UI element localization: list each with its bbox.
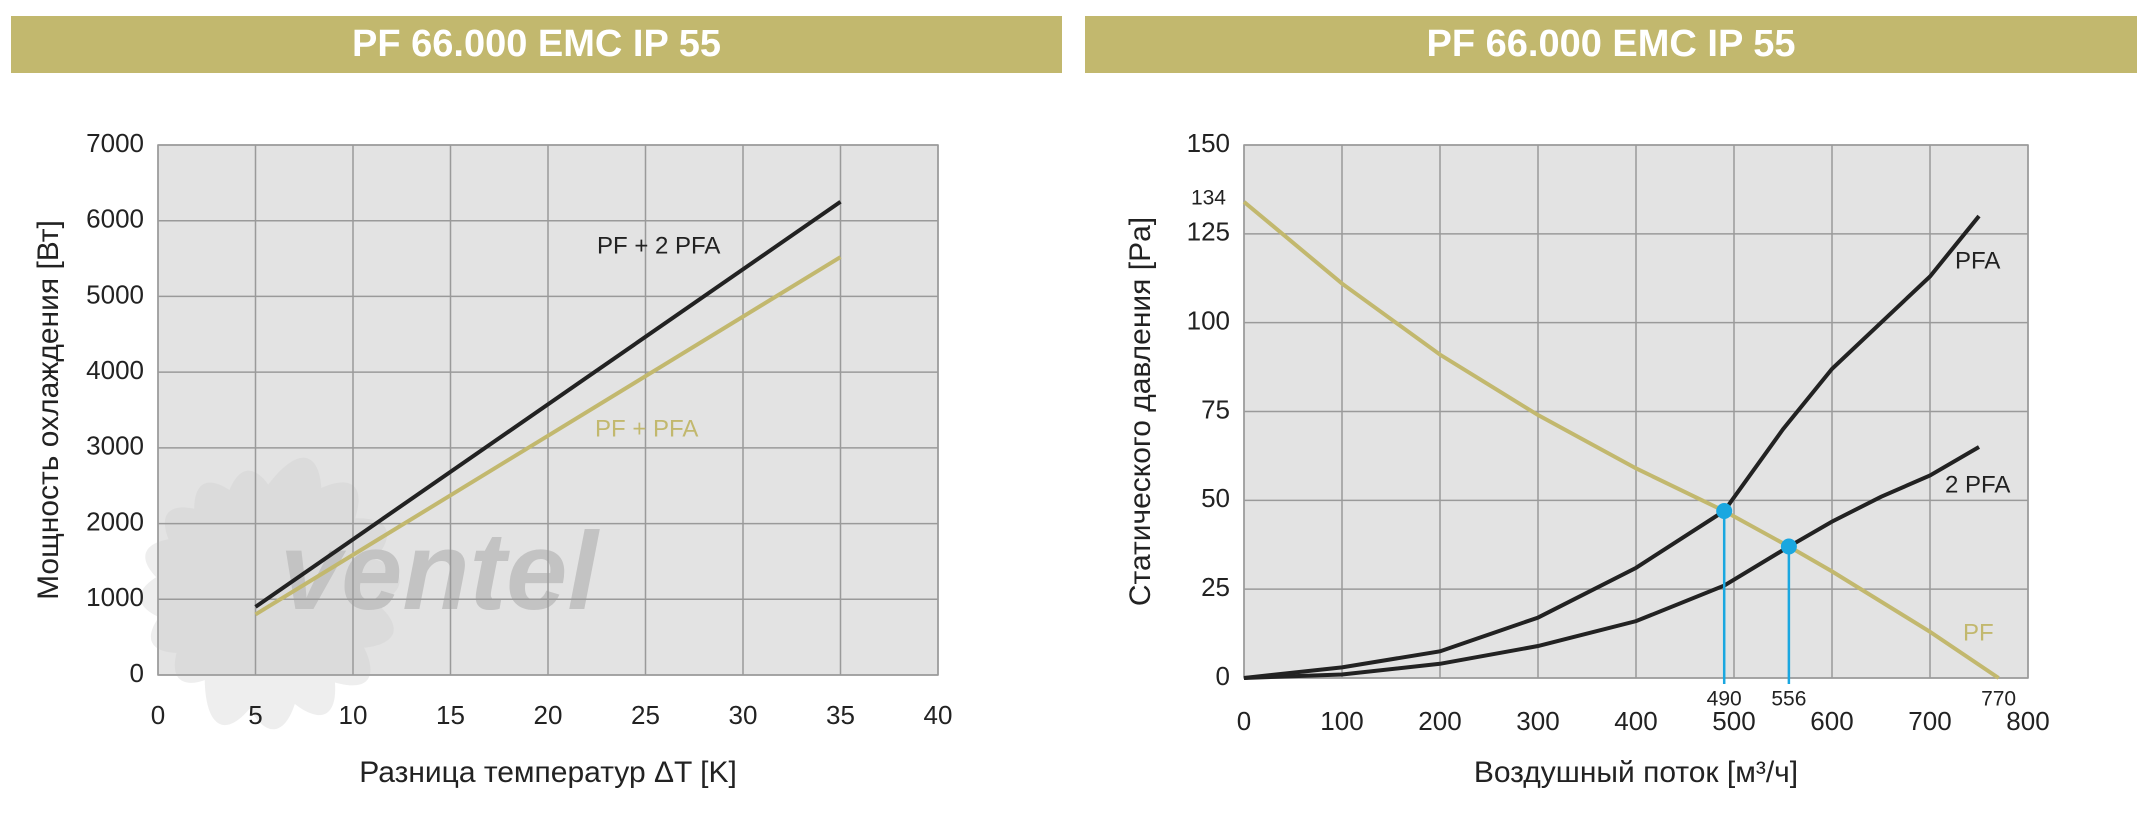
y-tick-label: 1000 [86, 582, 144, 612]
x-annotation: 490 [1707, 688, 1742, 711]
x-tick-label: 400 [1614, 706, 1657, 736]
x-tick-label: 0 [151, 700, 165, 730]
chart-title: PF 66.000 EMC IP 55 [352, 23, 721, 65]
y-tick-label: 150 [1187, 128, 1230, 158]
y-tick-label: 3000 [86, 431, 144, 461]
series-line [254, 200, 842, 609]
y-tick-label: 2000 [86, 506, 144, 536]
x-tick-label: 20 [534, 700, 563, 730]
series-line [254, 255, 842, 617]
y-annotation: 134 [1191, 186, 1226, 209]
x-tick-label: 500 [1712, 706, 1755, 736]
y-axis-label: Мощность охлаждения [Вт] [32, 220, 65, 600]
x-tick-label: 35 [826, 700, 855, 730]
x-tick-label: 300 [1516, 706, 1559, 736]
x-tick-label: 40 [924, 700, 953, 730]
y-tick-label: 0 [130, 658, 144, 688]
series-label: PF [1963, 619, 1994, 646]
x-tick-label: 700 [1908, 706, 1951, 736]
series-label: 2 PFA [1945, 471, 2010, 498]
x-tick-label: 5 [248, 700, 262, 730]
series-label: PF + PFA [595, 415, 698, 442]
chart-title: PF 66.000 EMC IP 55 [1427, 23, 1796, 65]
x-tick-label: 800 [2006, 706, 2049, 736]
y-tick-label: 7000 [86, 128, 144, 158]
y-tick-label: 75 [1201, 394, 1230, 424]
x-tick-label: 15 [436, 700, 465, 730]
y-axis-label: Статического давления [Pa] [1124, 217, 1157, 606]
watermark: ventel [140, 457, 600, 730]
y-tick-label: 50 [1201, 483, 1230, 513]
x-tick-label: 25 [631, 700, 660, 730]
intersection-point [1780, 538, 1797, 555]
x-tick-label: 30 [729, 700, 758, 730]
x-tick-label: 200 [1418, 706, 1461, 736]
y-tick-label: 25 [1201, 572, 1230, 602]
y-tick-label: 100 [1187, 306, 1230, 336]
x-axis-label: Разница температур ΔT [K] [359, 756, 737, 789]
x-annotation: 770 [1981, 688, 2016, 711]
y-tick-label: 4000 [86, 355, 144, 385]
series-line [1242, 200, 2000, 680]
x-tick-label: 0 [1237, 706, 1251, 736]
series-label: PFA [1955, 247, 2000, 274]
watermark-blade [145, 537, 394, 649]
watermark-blade [205, 457, 322, 704]
x-annotation: 556 [1771, 688, 1806, 711]
y-tick-label: 6000 [86, 204, 144, 234]
watermark-blade [150, 518, 388, 653]
watermark-text: ventel [280, 510, 600, 633]
y-tick-label: 5000 [86, 279, 144, 309]
x-tick-label: 100 [1320, 706, 1363, 736]
x-axis-label: Воздушный поток [м³/ч] [1474, 756, 1798, 789]
watermark-blade [140, 548, 400, 631]
y-tick-label: 125 [1187, 217, 1230, 247]
header-bar [11, 16, 1062, 73]
x-tick-label: 600 [1810, 706, 1853, 736]
intersection-point [1716, 502, 1733, 519]
y-tick-label: 0 [1216, 661, 1230, 691]
series-label: PF + 2 PFA [597, 232, 720, 259]
x-tick-label: 10 [339, 700, 368, 730]
watermark-blade [174, 482, 359, 683]
series-line [1243, 214, 1981, 680]
header-bar [1085, 16, 2137, 73]
